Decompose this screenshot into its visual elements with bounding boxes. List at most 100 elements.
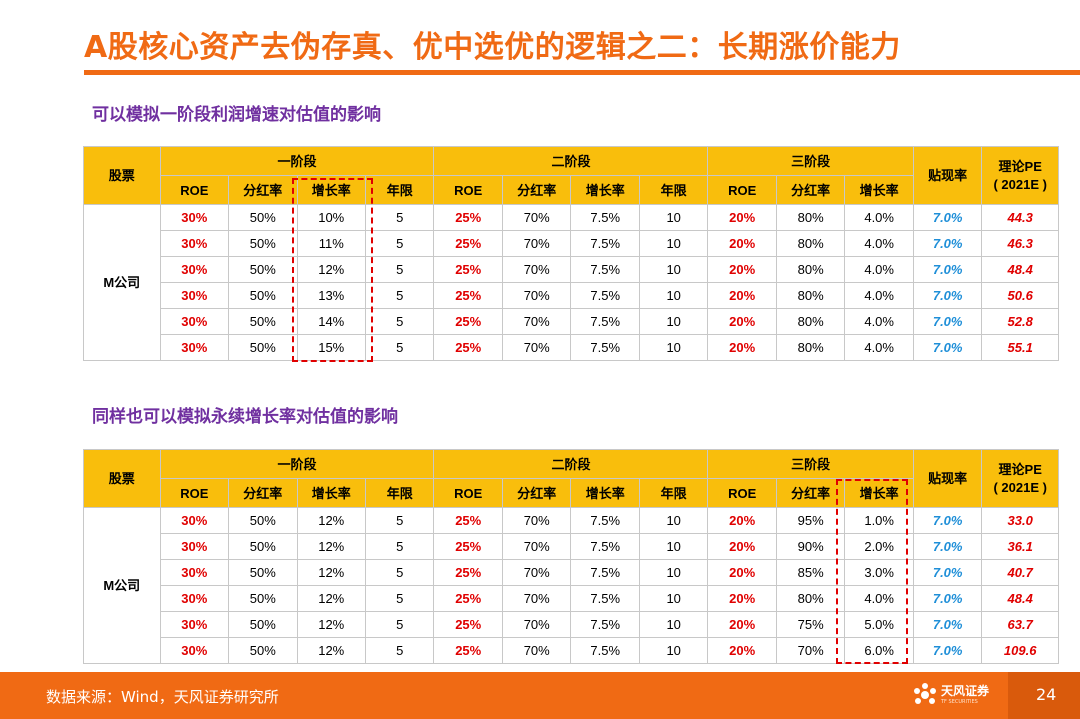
cell-s2-years: 10 xyxy=(638,507,709,534)
section2-subtitle: 同样也可以模拟永续增长率对估值的影响 xyxy=(92,407,398,427)
cell-s1-growth: 14% xyxy=(296,308,366,335)
cell-s2-payout: 70% xyxy=(501,308,572,335)
cell-theoretical-pe: 55.1 xyxy=(981,334,1059,361)
cell-s2-roe: 25% xyxy=(433,204,503,231)
stock-name-cell: M公司 xyxy=(83,507,161,664)
cell-s3-roe: 20% xyxy=(707,611,777,638)
cell-s1-growth: 10% xyxy=(296,204,366,231)
cell-s1-roe: 30% xyxy=(159,334,230,361)
cell-s2-payout: 70% xyxy=(501,637,572,664)
cell-theoretical-pe: 46.3 xyxy=(981,230,1059,257)
header-s2-growth: 增长率 xyxy=(570,478,640,508)
cell-s3-growth: 4.0% xyxy=(844,256,914,283)
cell-s3-growth: 2.0% xyxy=(844,533,914,560)
cell-s1-payout: 50% xyxy=(228,585,298,612)
header-s1-growth: 增长率 xyxy=(296,175,366,205)
cell-s2-years: 10 xyxy=(638,334,709,361)
cell-s1-roe: 30% xyxy=(159,585,230,612)
cell-s2-growth: 7.5% xyxy=(570,230,640,257)
cell-s1-growth: 11% xyxy=(296,230,366,257)
cell-s3-payout: 90% xyxy=(775,533,846,560)
cell-s3-growth: 1.0% xyxy=(844,507,914,534)
cell-s2-years: 10 xyxy=(638,585,709,612)
cell-s3-growth: 6.0% xyxy=(844,637,914,664)
cell-s1-roe: 30% xyxy=(159,230,230,257)
header-row-columns: ROE 分红率 增长率 年限 ROE 分红率 增长率 年限 ROE 分红率 增长率 xyxy=(84,478,1059,508)
cell-theoretical-pe: 63.7 xyxy=(981,611,1059,638)
header-s2-years: 年限 xyxy=(638,175,709,205)
cell-discount-rate: 7.0% xyxy=(912,230,983,257)
header-pe-line1: 理论PE xyxy=(998,159,1042,174)
cell-s3-roe: 20% xyxy=(707,637,777,664)
cell-s2-years: 10 xyxy=(638,256,709,283)
table-row: 30% 50% 11% 5 25% 70% 7.5% 10 20% 80% 4.0% 7.0% 46.3 xyxy=(84,230,1059,257)
cell-s2-growth: 7.5% xyxy=(570,256,640,283)
table-row: 30% 50% 12% 5 25% 70% 7.5% 10 20% 75% 5.0% 7.0% 63.7 xyxy=(84,611,1059,638)
cell-s2-growth: 7.5% xyxy=(570,533,640,560)
cell-s1-years: 5 xyxy=(364,308,435,335)
cell-s3-roe: 20% xyxy=(707,533,777,560)
cell-s1-payout: 50% xyxy=(228,334,298,361)
cell-s2-years: 10 xyxy=(638,533,709,560)
cell-s1-payout: 50% xyxy=(228,559,298,586)
stock-name-cell: M公司 xyxy=(83,204,161,361)
cell-discount-rate: 7.0% xyxy=(912,611,983,638)
table-row: 30% 50% 12% 5 25% 70% 7.5% 10 20% 80% 4.0% 7.0% 48.4 xyxy=(84,256,1059,283)
cell-s1-years: 5 xyxy=(364,507,435,534)
cell-s3-growth: 4.0% xyxy=(844,204,914,231)
cell-s1-payout: 50% xyxy=(228,282,298,309)
table-row: 30% 50% 12% 5 25% 70% 7.5% 10 20% 70% 6.0% 7.0% 109.… xyxy=(84,637,1059,664)
cell-s2-roe: 25% xyxy=(433,230,503,257)
cell-s1-roe: 30% xyxy=(159,533,230,560)
cell-s3-payout: 80% xyxy=(775,334,846,361)
cell-discount-rate: 7.0% xyxy=(912,282,983,309)
cell-theoretical-pe: 109.6 xyxy=(981,637,1059,664)
cell-s2-roe: 25% xyxy=(433,256,503,283)
cell-s2-payout: 70% xyxy=(501,507,572,534)
cell-s2-growth: 7.5% xyxy=(570,585,640,612)
table-row: M公司 30% 50% 12% 5 25% 70% 7.5% 10 20% 95% 1.0% 7.0% 3… xyxy=(83,507,1059,664)
cell-s1-growth: 12% xyxy=(296,585,366,612)
cell-s1-growth: 12% xyxy=(296,611,366,638)
cell-discount-rate: 7.0% xyxy=(912,308,983,335)
cell-s1-years: 5 xyxy=(364,204,435,231)
cell-s2-roe: 25% xyxy=(433,637,503,664)
cell-s1-payout: 50% xyxy=(228,507,298,534)
cell-s2-payout: 70% xyxy=(501,204,572,231)
cell-s2-years: 10 xyxy=(638,637,709,664)
cell-s2-years: 10 xyxy=(638,611,709,638)
header-s2-roe: ROE xyxy=(433,175,503,205)
cell-s2-payout: 70% xyxy=(501,611,572,638)
cell-s1-years: 5 xyxy=(364,637,435,664)
cell-s1-growth: 12% xyxy=(296,559,366,586)
cell-s2-years: 10 xyxy=(638,308,709,335)
cell-s2-years: 10 xyxy=(638,230,709,257)
cell-s3-payout: 75% xyxy=(775,611,846,638)
page-number: 24 xyxy=(1036,685,1057,704)
header-s1-years: 年限 xyxy=(364,478,435,508)
header-stage1: 一阶段 xyxy=(159,449,435,479)
cell-s1-years: 5 xyxy=(364,559,435,586)
cell-s1-payout: 50% xyxy=(228,637,298,664)
header-pe-line1: 理论PE xyxy=(998,462,1042,477)
table-row: 30% 50% 15% 5 25% 70% 7.5% 10 20% 80% 4.0% 7.0% 55.1 xyxy=(84,334,1059,361)
cell-s2-roe: 25% xyxy=(433,533,503,560)
header-s2-years: 年限 xyxy=(638,478,709,508)
header-row-stages: 股票 一阶段 二阶段 三阶段 贴现率 理论PE ( 2021E ) xyxy=(83,449,1059,508)
cell-s2-roe: 25% xyxy=(433,585,503,612)
cell-s1-payout: 50% xyxy=(228,611,298,638)
cell-s1-roe: 30% xyxy=(159,256,230,283)
header-stage1: 一阶段 xyxy=(159,146,435,176)
cell-s3-payout: 80% xyxy=(775,256,846,283)
header-s2-payout: 分红率 xyxy=(501,175,572,205)
header-stock: 股票 xyxy=(83,449,161,508)
cell-discount-rate: 7.0% xyxy=(912,533,983,560)
cell-s1-payout: 50% xyxy=(228,230,298,257)
table-row: M公司 30% 50% 10% 5 25% 70% 7.5% 10 20% 80% 4.0% 7.0% 4… xyxy=(83,204,1059,361)
header-s3-roe: ROE xyxy=(707,175,777,205)
cell-s3-payout: 80% xyxy=(775,585,846,612)
cell-s1-payout: 50% xyxy=(228,204,298,231)
cell-discount-rate: 7.0% xyxy=(912,559,983,586)
header-stage3: 三阶段 xyxy=(707,146,914,176)
cell-s1-roe: 30% xyxy=(159,204,230,231)
